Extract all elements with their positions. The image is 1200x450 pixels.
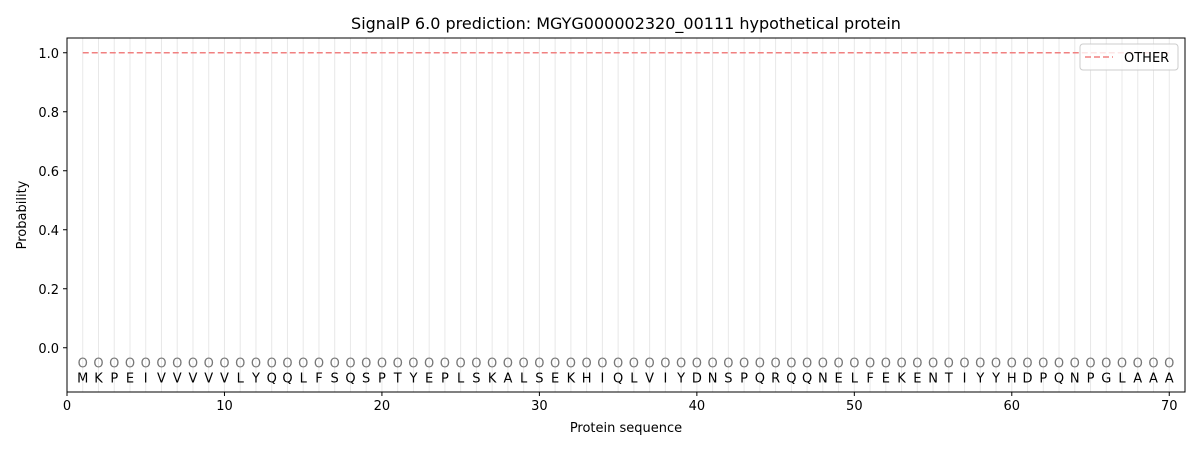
y-tick-label: 0.2: [38, 283, 59, 298]
x-tick-label: 70: [1161, 399, 1178, 414]
chart-title: SignalP 6.0 prediction: MGYG000002320_00…: [351, 14, 901, 34]
x-tick-label: 40: [689, 399, 706, 414]
x-tick-label: 10: [216, 399, 233, 414]
y-axis-label: Probability: [15, 180, 30, 249]
y-tick-label: 0.0: [38, 342, 59, 357]
legend: OTHER: [1079, 43, 1179, 71]
y-tick-label: 0.6: [38, 165, 59, 180]
y-tick-label: 0.8: [38, 106, 59, 121]
x-tick-label: 0: [63, 399, 71, 414]
x-axis-label: Protein sequence: [570, 421, 682, 436]
x-tick-label: 20: [374, 399, 391, 414]
y-tick-label: 1.0: [38, 47, 59, 62]
x-axis: 0 10 20 30 40 50 60 70: [63, 392, 1178, 414]
y-axis: 0.0 0.2 0.4 0.6 0.8 1.0: [38, 47, 67, 357]
y-tick-label: 0.4: [38, 224, 59, 239]
legend-box: [1079, 43, 1179, 71]
legend-label: OTHER: [1124, 51, 1169, 66]
residue-grid: [82, 38, 1170, 392]
sequence-row: MKPEIVVVVVLYQQLFSQSPTYEPLSKALSEKHIQLVIYD…: [77, 371, 1174, 386]
plot-frame: [66, 37, 1186, 393]
x-tick-label: 50: [846, 399, 863, 414]
x-tick-label: 30: [531, 399, 548, 414]
x-tick-label: 60: [1004, 399, 1021, 414]
predicted-labels-row: OOOOOOOOOOOOOOOOOOOOOOOOOOOOOOOOOOOOOOOO…: [78, 357, 1175, 372]
